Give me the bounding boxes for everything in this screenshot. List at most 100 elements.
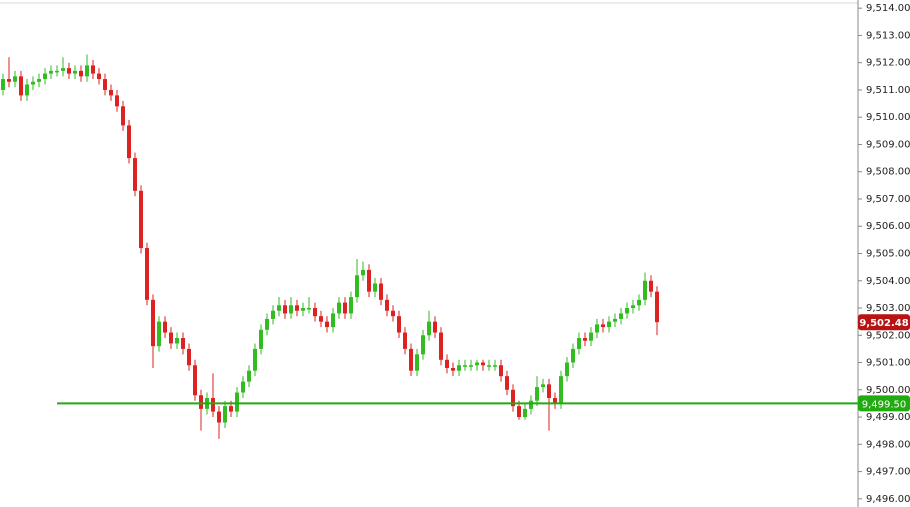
candle-body — [31, 81, 35, 85]
y-tick-label: 9,507.00 — [866, 194, 910, 205]
candle-body — [535, 387, 539, 401]
candle-body — [655, 291, 659, 323]
candle-body — [229, 406, 233, 412]
candle-body — [445, 359, 449, 368]
price-line-badge — [858, 395, 910, 412]
candle-body — [313, 308, 317, 317]
candle-body — [529, 400, 533, 409]
candle-body — [541, 384, 545, 388]
candle-body — [481, 362, 485, 366]
candle-body — [259, 329, 263, 349]
candle-body — [55, 70, 59, 73]
candle-body — [487, 365, 491, 367]
candle-body — [43, 73, 47, 80]
candle-body — [565, 362, 569, 377]
candle-body — [25, 84, 29, 96]
y-tick-label: 9,496.00 — [866, 494, 910, 505]
y-tick-label: 9,513.00 — [866, 30, 910, 41]
candle-body — [367, 269, 371, 292]
candle-body — [37, 79, 41, 82]
candle-body — [49, 70, 53, 74]
y-tick-label: 9,497.00 — [866, 467, 910, 478]
y-tick-label: 9,499.00 — [866, 412, 910, 423]
candle-body — [241, 381, 245, 393]
candle-body — [73, 70, 77, 74]
candle-body — [499, 365, 503, 377]
candle-body — [169, 332, 173, 344]
candle-body — [589, 332, 593, 341]
candle-body — [577, 338, 581, 349]
candle-body — [619, 313, 623, 319]
candle-body — [493, 365, 497, 367]
candle-body — [559, 376, 563, 404]
candle-body — [571, 348, 575, 363]
candle-body — [583, 338, 587, 341]
candle-body — [277, 305, 281, 311]
candle-body — [97, 73, 101, 80]
candle-body — [595, 324, 599, 333]
y-tick-label: 9,501.00 — [866, 358, 910, 369]
candle-body — [337, 302, 341, 314]
candle-body — [409, 348, 413, 371]
candle-body — [253, 348, 257, 371]
candle-body — [385, 299, 389, 311]
candle-body — [325, 321, 329, 328]
candle-body — [271, 310, 275, 319]
candle-body — [523, 408, 527, 418]
candle-body — [427, 321, 431, 336]
candle-body — [109, 89, 113, 96]
candle-body — [211, 397, 215, 412]
candle-body — [1, 79, 5, 90]
candle-body — [235, 392, 239, 412]
y-tick-label: 9,498.00 — [866, 439, 910, 450]
candle-body — [607, 321, 611, 328]
candle-body — [115, 95, 119, 107]
y-tick-label: 9,505.00 — [866, 249, 910, 260]
candle-body — [91, 65, 95, 74]
candle-body — [193, 365, 197, 396]
y-tick-label: 9,514.00 — [866, 3, 910, 14]
y-tick-label: 9,509.00 — [866, 139, 910, 150]
candle-body — [547, 384, 551, 398]
price-line-label: 9,499.50 — [862, 399, 907, 410]
candle-body — [433, 321, 437, 333]
last-price-badge — [858, 314, 910, 331]
candle-body — [469, 365, 473, 367]
candle-body — [403, 332, 407, 349]
candle-body — [301, 308, 305, 311]
candle-body — [331, 313, 335, 328]
y-tick-label: 9,512.00 — [866, 58, 910, 69]
candle-body — [517, 406, 521, 418]
candle-body — [67, 68, 71, 74]
candle-body — [421, 335, 425, 355]
candle-body — [265, 318, 269, 330]
candle-body — [391, 310, 395, 317]
candle-body — [223, 406, 227, 423]
candle-body — [649, 280, 653, 292]
candle-body — [601, 324, 605, 328]
candle-body — [85, 65, 89, 77]
candle-body — [379, 283, 383, 300]
candle-body — [631, 305, 635, 309]
candle-body — [625, 308, 629, 314]
y-tick-label: 9,506.00 — [866, 221, 910, 232]
candle-body — [451, 367, 455, 371]
candle-body — [637, 299, 641, 306]
candle-body — [613, 318, 617, 322]
candle-body — [121, 106, 125, 126]
candle-body — [79, 70, 83, 77]
last-price-label: 9,502.48 — [859, 318, 908, 329]
candle-body — [361, 269, 365, 276]
candle-body — [199, 395, 203, 409]
candle-body — [307, 308, 311, 310]
candle-body — [139, 190, 143, 249]
candle-body — [151, 299, 155, 347]
candle-body — [355, 275, 359, 298]
candle-body — [7, 79, 11, 82]
candle-body — [343, 302, 347, 314]
candle-body — [553, 397, 557, 404]
candle-body — [475, 362, 479, 366]
candle-body — [295, 305, 299, 311]
candle-body — [175, 338, 179, 344]
